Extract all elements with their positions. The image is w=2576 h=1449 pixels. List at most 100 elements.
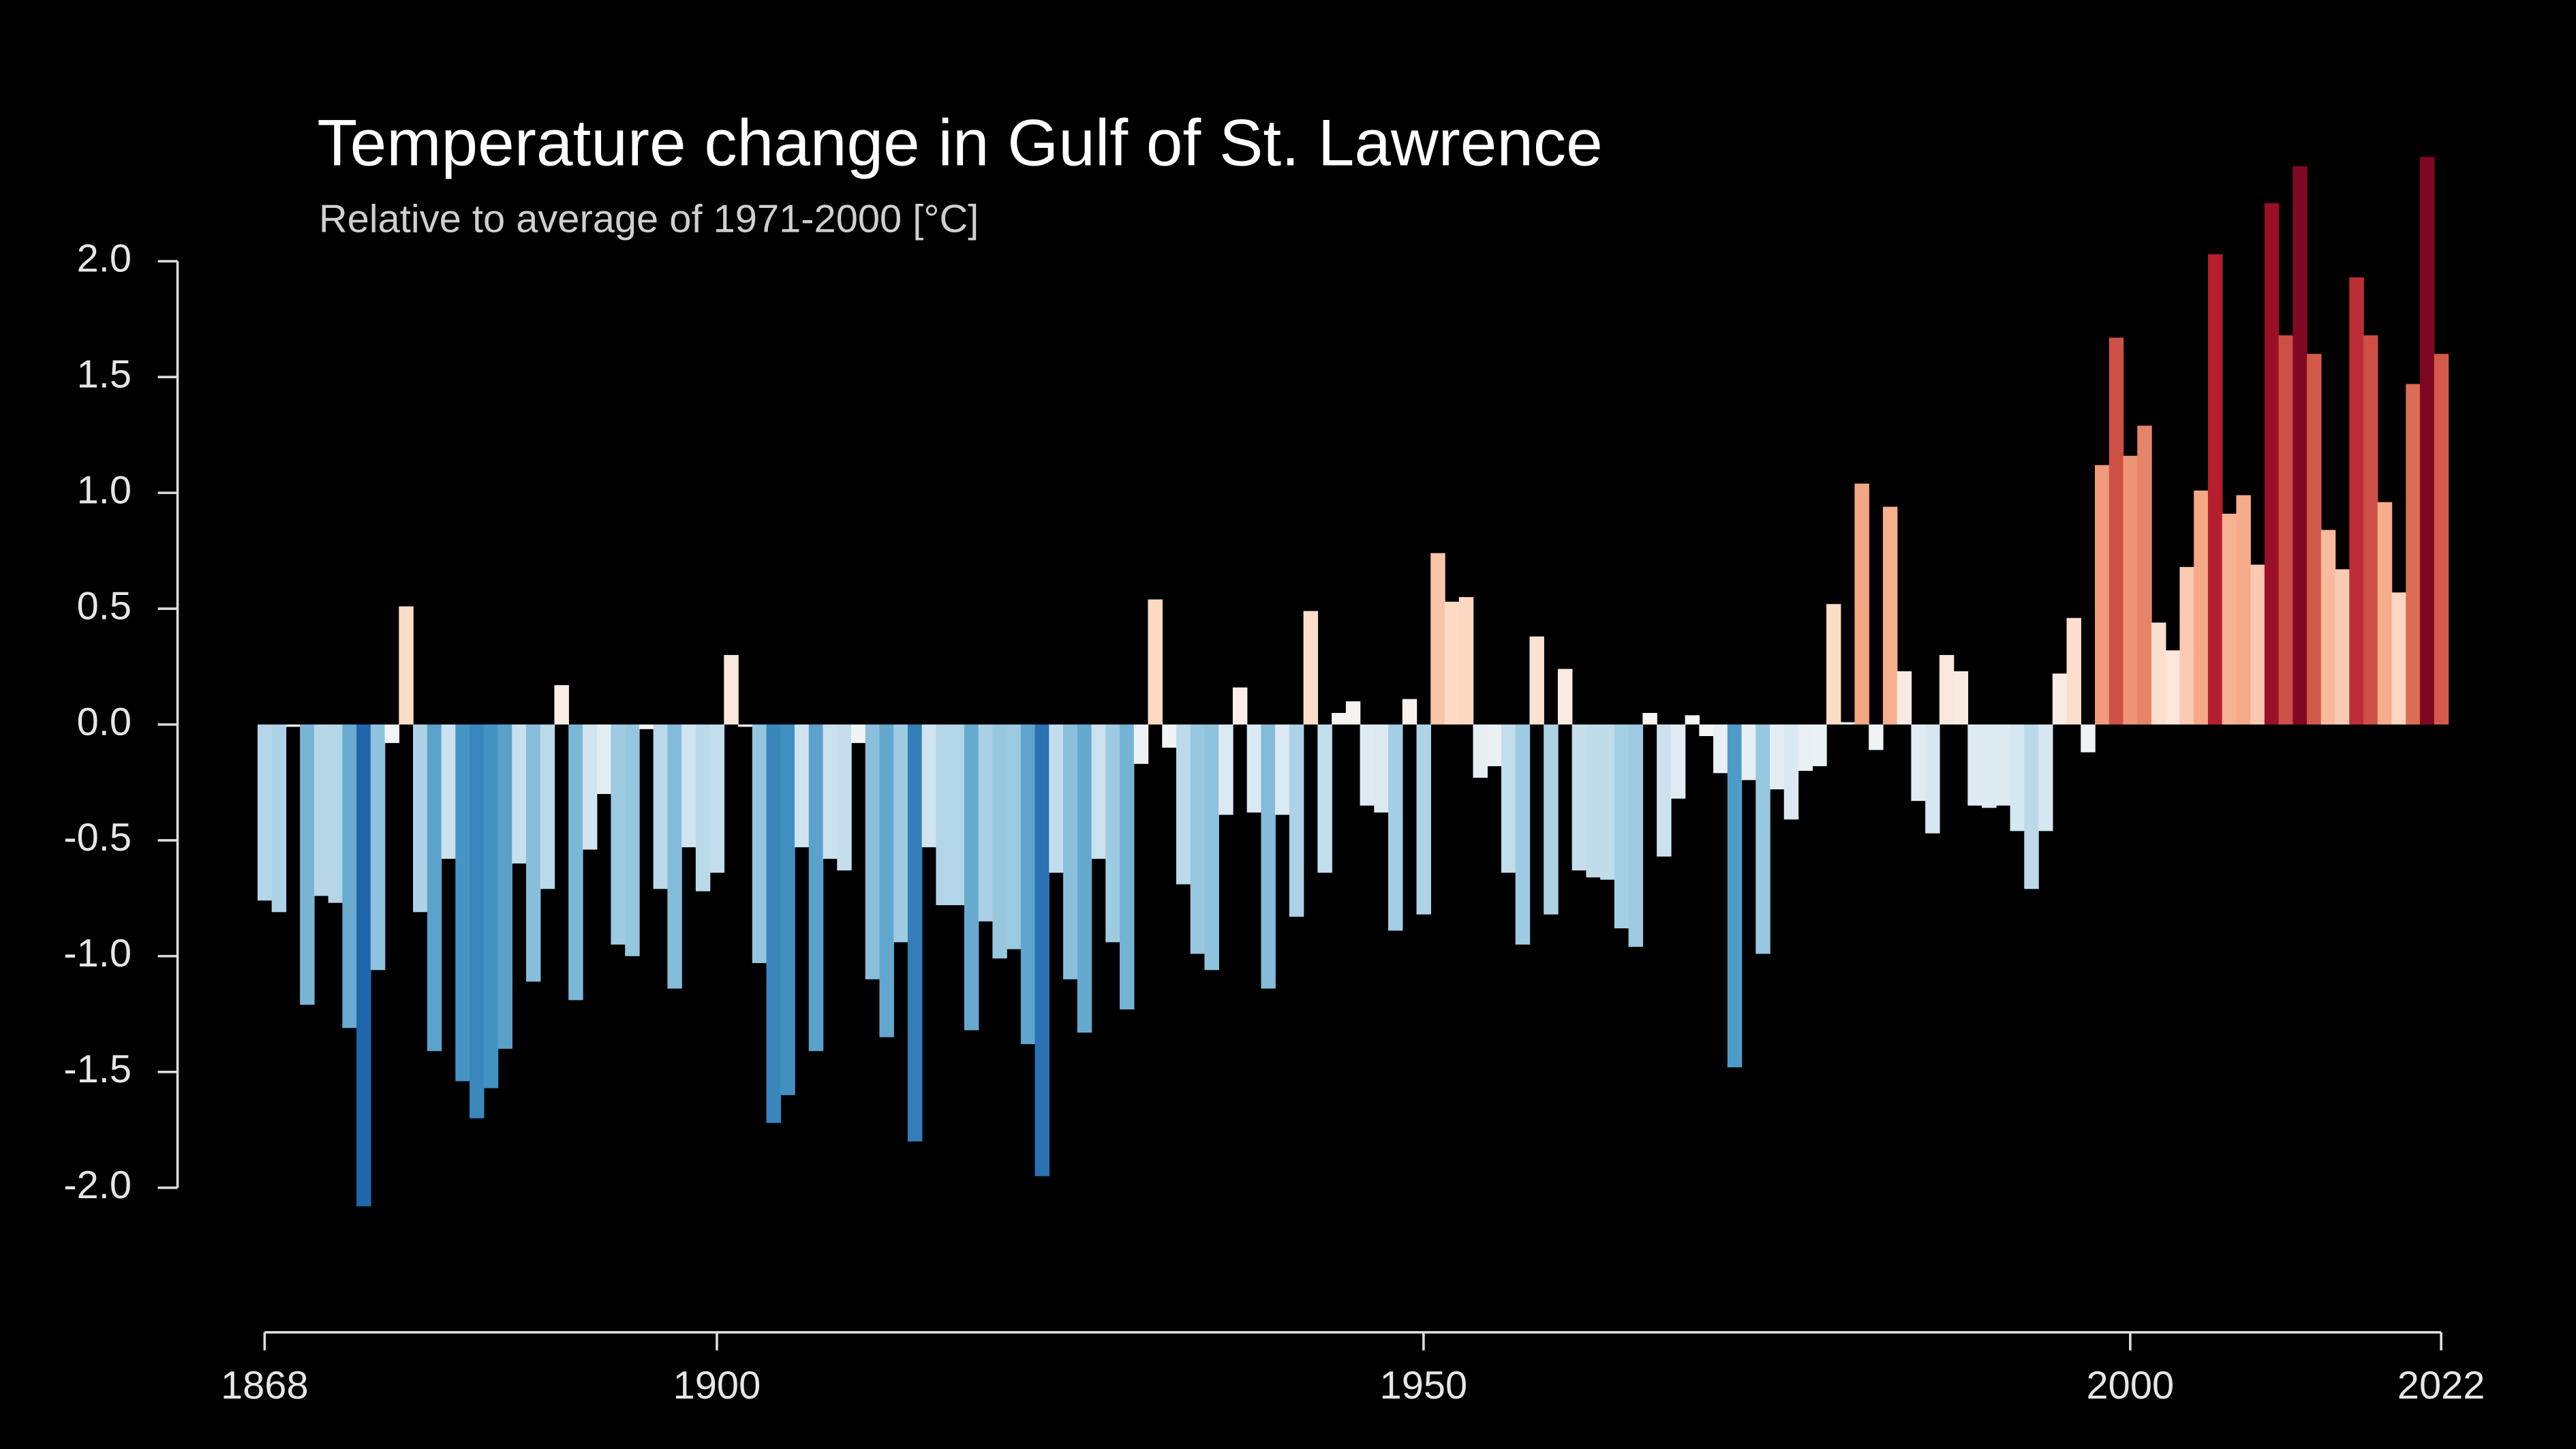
bar [2151,622,2166,724]
bar [2109,337,2124,724]
bar [1897,671,1912,724]
bar [1925,724,1940,834]
bar [893,724,908,943]
bar [1317,724,1332,873]
bar [653,724,669,889]
y-tick-label: 0.0 [77,700,132,744]
bar [2137,425,2152,724]
bar [455,724,470,1082]
bar [554,685,569,724]
bar [2024,724,2039,889]
bar [568,724,583,1001]
bar [2406,384,2421,724]
bar [1529,636,1544,724]
bar [1642,713,1657,724]
bar [370,724,386,971]
bar [1388,724,1403,931]
bar [2081,724,2096,752]
bar [1345,701,1361,724]
bar [724,655,739,724]
bar [1430,553,1445,724]
bar [2236,495,2251,724]
bar [2278,335,2294,725]
x-tick-label: 1900 [673,1364,761,1407]
bar [1162,724,1177,748]
bar [681,724,696,848]
bar [808,724,824,1052]
bar [611,724,626,945]
bar [2194,490,2209,724]
bar [1261,724,1276,989]
bar [1360,724,1375,806]
bar [1854,483,1869,724]
y-tick-label: -1.0 [63,932,132,975]
bar [1176,724,1191,885]
bar [271,724,287,913]
bar [1571,724,1587,871]
bar [1091,724,1107,859]
bar [921,724,937,848]
bar [752,724,767,964]
bar [795,724,810,848]
bar [2165,650,2181,724]
bar [1007,724,1022,949]
y-tick-label: 1.0 [77,468,132,512]
bar [1416,724,1431,915]
bar [413,724,428,913]
bar [300,724,315,1005]
bar [2222,513,2237,724]
bar [1105,724,1120,943]
bar [1148,599,1163,724]
bar [1713,724,1728,774]
bar [1120,724,1135,1010]
bar [596,724,612,794]
bar [1275,724,1290,815]
bar [2264,203,2280,725]
bar [483,724,499,1088]
bar [1332,713,1347,724]
bar [625,724,640,956]
bar [1995,724,2011,806]
bar [2363,335,2378,725]
bar [427,724,442,1052]
bar [1911,724,1926,802]
bar [1982,724,1997,808]
bar [525,724,541,982]
bar [2377,502,2393,724]
bar [1685,715,1700,724]
bar [2066,617,2081,724]
bar [1473,724,1488,778]
bar [1487,724,1502,767]
bar [1133,724,1149,764]
y-tick-label: -2.0 [63,1163,132,1207]
bar [2420,157,2435,725]
y-tick-label: -1.5 [63,1048,132,1091]
bar [1586,724,1601,878]
bar [2391,592,2406,724]
bar [1289,724,1304,917]
bar [1967,724,1982,806]
bar [1458,597,1474,724]
chart-title: Temperature change in Gulf of St. Lawren… [317,106,1602,179]
bar [2010,724,2025,832]
bar [1544,724,1559,915]
bar [1445,601,1460,724]
bar [2052,673,2068,724]
bar [1783,724,1799,820]
bar [1953,671,1969,724]
bar [2307,354,2322,724]
bar [1727,724,1743,1068]
bar [1670,724,1686,799]
bar [1049,724,1064,873]
bar [328,724,343,903]
bar [1600,724,1615,880]
bar [1798,724,1813,771]
bar [766,724,782,1123]
bar [2095,465,2110,724]
bar [850,724,866,744]
bar [540,724,555,889]
bar [1190,724,1206,954]
x-tick-label: 1868 [221,1364,309,1407]
